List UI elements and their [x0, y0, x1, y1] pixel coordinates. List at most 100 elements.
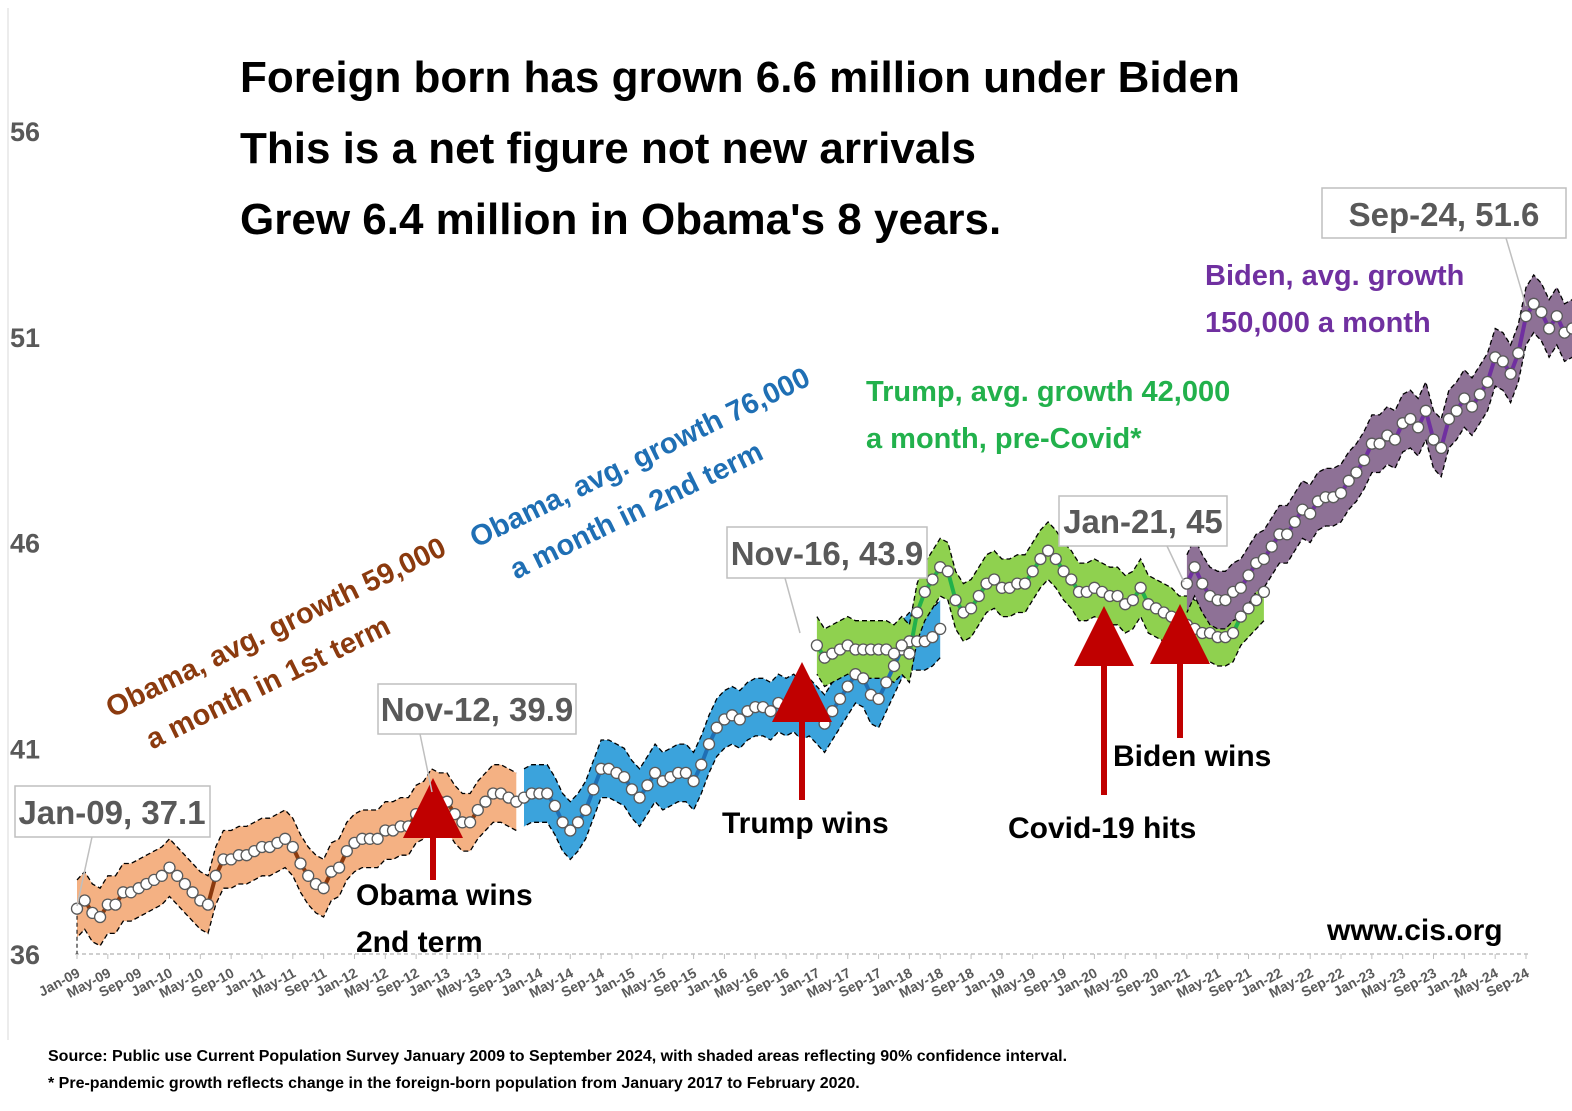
site-url: www.cis.org	[1326, 914, 1503, 947]
biden-data-point	[1196, 577, 1209, 590]
trump-data-point	[810, 639, 824, 652]
trump-data-point	[910, 606, 924, 619]
obama2-data-point	[579, 803, 592, 817]
obama1-data-point	[178, 877, 192, 891]
obama2-data-point	[872, 692, 885, 706]
obama2-data-point	[695, 758, 708, 771]
trump-data-point	[1034, 552, 1047, 566]
title-line-1: Foreign born has grown 6.6 million under…	[240, 53, 1240, 102]
biden-data-point	[1188, 561, 1201, 574]
obama1-data-point	[317, 882, 330, 895]
obama2-band-lower-edge	[523, 657, 941, 861]
callout-jan21-text: Jan-21, 45	[1063, 503, 1223, 540]
trump-data-point	[926, 573, 939, 586]
obama2-data-point	[733, 713, 746, 726]
trump-data-point	[1226, 626, 1240, 640]
biden-confidence-band	[1186, 275, 1572, 629]
trump-label-line1: Trump, avg. growth 42,000	[866, 376, 1230, 408]
y-tick-label: 41	[10, 734, 40, 764]
obama2-confidence-band	[524, 600, 941, 860]
callout-nov12-text: Nov-12, 39.9	[381, 691, 574, 728]
biden-data-point	[1334, 486, 1348, 500]
biden-data-point	[1219, 593, 1232, 607]
obama1-data-point	[78, 894, 91, 907]
callout-jan09: Jan-09, 37.1	[14, 785, 211, 907]
obama2-data-point	[926, 630, 939, 644]
biden-data-point	[1527, 297, 1540, 310]
obama1-data-point	[93, 910, 107, 924]
obama2-data-point	[702, 737, 716, 751]
obama1-data-point	[440, 795, 454, 808]
trump-data-point	[1057, 565, 1070, 578]
biden-data-point	[1357, 454, 1371, 467]
y-axis: 36 41 46 51 56	[10, 117, 40, 970]
obama2-data-point	[633, 791, 646, 804]
biden-data-point	[1280, 528, 1294, 541]
biden-data-point	[1442, 412, 1456, 426]
trump-data-point	[988, 573, 1001, 586]
biden-data-point	[1450, 404, 1463, 417]
trump-data-point	[1049, 552, 1062, 566]
callout-nov12-box	[377, 683, 577, 735]
obama1-data-point	[209, 869, 222, 882]
obama2-data-point	[625, 783, 639, 796]
biden-band-upper-edge	[1186, 273, 1572, 572]
biden-data-point	[1404, 412, 1417, 426]
event-annotations: Obama wins 2nd term Trump wins Covid-19 …	[356, 604, 1271, 959]
biden-data-point	[1234, 581, 1247, 594]
obama2-data-point	[541, 787, 554, 800]
biden-data-point	[1350, 466, 1363, 479]
callout-sep24-box	[1321, 187, 1567, 239]
obama1-data-point	[155, 869, 168, 882]
obama1-data-point	[302, 869, 315, 882]
data-points	[70, 297, 1572, 924]
trump-data-point	[895, 639, 908, 652]
obama1-data-point	[402, 820, 415, 833]
callout-jan09-text: Jan-09, 37.1	[18, 794, 205, 831]
callouts: Jan-09, 37.1 Nov-12, 39.9 Nov-16, 43.9 J…	[14, 187, 1567, 907]
trump-data-point	[1242, 602, 1255, 615]
obama2-data-point	[564, 824, 577, 837]
callout-nov16-box	[726, 526, 928, 579]
trump-data-point	[903, 647, 916, 660]
callout-nov16-text: Nov-16, 43.9	[731, 535, 924, 572]
biden-data-point	[1257, 552, 1271, 566]
trump-data-point	[1018, 577, 1032, 590]
obama2-data-point	[548, 799, 562, 813]
obama2-data-point	[818, 717, 831, 730]
obama1-data-point	[417, 803, 430, 817]
biden-data-point	[1519, 310, 1533, 323]
biden-data-point	[1288, 515, 1301, 529]
obama1-band-upper-edge	[76, 764, 517, 890]
callout-jan21: Jan-21, 45	[1058, 495, 1228, 583]
obama2-data-point	[679, 766, 693, 780]
biden-data-point	[1265, 540, 1278, 553]
trump-wins-label: Trump wins	[722, 807, 889, 840]
biden-band-lower-edge	[1186, 331, 1572, 630]
obama1-data-point	[479, 795, 492, 808]
obama1-data-point	[171, 869, 184, 882]
trump-confidence-band	[816, 521, 1264, 687]
obama2-data-point	[687, 775, 700, 788]
obama1-data-point	[294, 857, 307, 870]
biden-data-point	[1388, 433, 1402, 446]
obama1-data-point	[471, 803, 484, 817]
biden-data-point	[1342, 474, 1355, 487]
obama2-data-point	[587, 783, 600, 796]
biden-data-point	[1242, 569, 1255, 582]
obama2-data-point	[857, 672, 870, 685]
biden-data-point	[1473, 388, 1486, 401]
y-tick-label: 56	[10, 117, 40, 147]
obama2-data-point	[833, 692, 847, 706]
obama-wins-line1: Obama wins	[356, 879, 533, 912]
trump-data-point	[1026, 565, 1039, 578]
callout-jan21-leader	[1166, 545, 1185, 583]
obama2-data-point	[934, 622, 947, 636]
biden-data-point	[1419, 404, 1432, 417]
trump-data-point	[949, 593, 962, 607]
obama1-data-point	[278, 832, 292, 845]
footnote-pre-pandemic: * Pre-pandemic growth reflects change in…	[48, 1075, 860, 1092]
trump-data-point	[887, 647, 901, 660]
obama1-data-point	[286, 840, 299, 854]
